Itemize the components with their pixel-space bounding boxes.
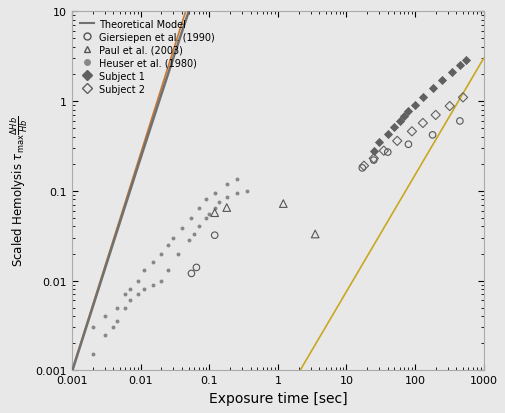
Point (418, 120, 426, 127)
Point (139, 286, 147, 293)
Point (311, 231, 319, 238)
Point (187, 215, 195, 222)
Point (447, 70, 456, 76)
Point (164, 242, 172, 249)
Point (383, 150, 391, 156)
Y-axis label: Scaled Hemolysis $\tau_{\max}\frac{\Delta Hb}{Hb}$: Scaled Hemolysis $\tau_{\max}\frac{\Delt… (8, 116, 30, 267)
Point (187, 271, 195, 277)
Point (121, 304, 129, 311)
Point (369, 156, 377, 162)
Point (392, 138, 400, 145)
Point (232, 190, 240, 197)
Point (407, 129, 415, 135)
Point (201, 197, 210, 203)
Point (192, 264, 200, 271)
Point (157, 278, 165, 284)
Point (100, 331, 109, 338)
Point (88, 351, 96, 358)
Point (359, 163, 367, 170)
Point (445, 104, 453, 110)
Point (194, 224, 203, 230)
Point (242, 188, 250, 195)
Point (113, 304, 121, 311)
Point (205, 211, 213, 218)
Point (126, 297, 134, 304)
Point (418, 95, 426, 102)
Point (395, 119, 403, 125)
Point (399, 114, 408, 120)
Point (133, 292, 141, 298)
Point (148, 282, 157, 288)
Point (189, 231, 197, 238)
Point (232, 176, 240, 183)
Point (374, 139, 382, 146)
Point (121, 292, 129, 298)
Point (389, 124, 397, 131)
Point (126, 286, 134, 293)
Point (428, 85, 436, 92)
Point (369, 148, 377, 154)
Point (383, 131, 391, 138)
Point (461, 57, 469, 64)
Point (428, 132, 436, 139)
Legend: Theoretical Model, Giersiepen et al. (1990), Paul et al. (2003), Heuser et al. (: Theoretical Model, Giersiepen et al. (19… (77, 17, 218, 97)
Point (403, 108, 412, 115)
Point (369, 157, 377, 164)
Point (100, 313, 109, 320)
Point (455, 63, 463, 69)
Point (210, 233, 218, 239)
Point (458, 95, 466, 102)
Point (403, 142, 412, 148)
Point (210, 205, 218, 211)
Point (178, 225, 186, 232)
Point (164, 267, 172, 274)
Point (222, 181, 230, 188)
Point (169, 235, 177, 242)
Point (133, 278, 141, 284)
Point (210, 190, 218, 197)
Point (174, 251, 182, 257)
Point (210, 210, 218, 216)
Point (184, 237, 192, 244)
Point (222, 205, 230, 211)
Point (358, 165, 366, 172)
Point (88, 324, 96, 331)
Point (215, 199, 223, 206)
Point (437, 78, 445, 85)
Point (455, 119, 463, 125)
Point (431, 112, 439, 119)
Point (194, 205, 203, 211)
Point (222, 195, 230, 201)
Point (148, 259, 157, 266)
Point (279, 201, 287, 207)
Point (139, 267, 147, 274)
X-axis label: Exposure time [sec]: Exposure time [sec] (208, 391, 346, 405)
Point (113, 318, 121, 325)
Point (410, 102, 418, 109)
Point (109, 324, 117, 331)
Point (157, 251, 165, 257)
Point (201, 215, 210, 222)
Point (379, 148, 387, 154)
